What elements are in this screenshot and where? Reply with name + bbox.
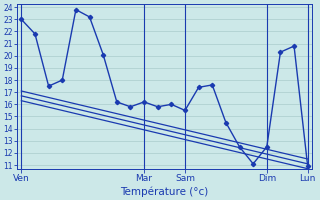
X-axis label: Température (°c): Température (°c)	[120, 186, 209, 197]
